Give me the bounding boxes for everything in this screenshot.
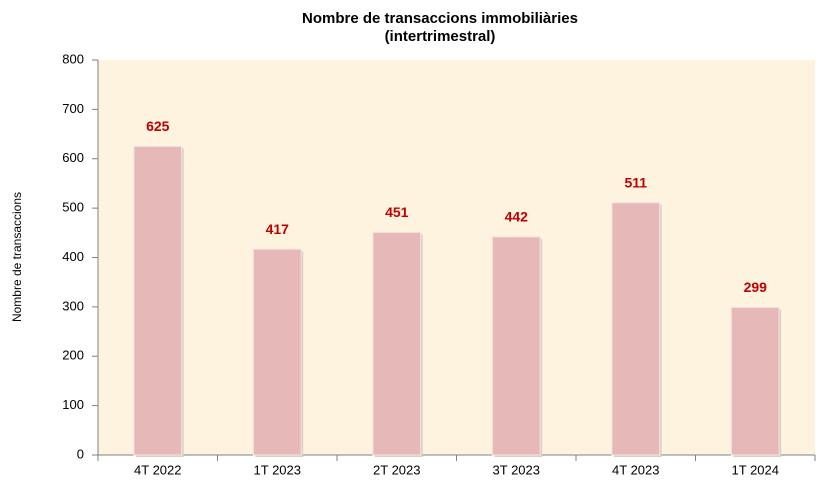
bar bbox=[611, 202, 661, 456]
value-label: 417 bbox=[266, 221, 290, 237]
value-label: 451 bbox=[385, 204, 409, 220]
chart-subtitle: (intertrimestral) bbox=[385, 28, 496, 45]
plot-area bbox=[98, 60, 815, 455]
bar bbox=[372, 231, 422, 456]
y-tick-label: 800 bbox=[62, 51, 84, 66]
bar bbox=[252, 248, 302, 456]
value-label: 511 bbox=[624, 174, 647, 190]
value-label: 442 bbox=[505, 208, 529, 224]
bar bbox=[133, 145, 183, 456]
y-tick-label: 0 bbox=[77, 446, 84, 461]
bar bbox=[730, 306, 780, 456]
y-tick-label: 400 bbox=[62, 249, 84, 264]
y-tick-label: 500 bbox=[62, 200, 84, 215]
chart-title: Nombre de transaccions immobiliàries bbox=[302, 10, 578, 27]
x-tick-label: 4T 2022 bbox=[134, 462, 181, 477]
y-tick-label: 300 bbox=[62, 298, 84, 313]
y-tick-label: 100 bbox=[62, 397, 84, 412]
y-axis-label: Nombre de transaccions bbox=[10, 192, 24, 322]
x-tick-label: 1T 2024 bbox=[732, 462, 779, 477]
x-tick-label: 3T 2023 bbox=[493, 462, 540, 477]
y-tick-label: 700 bbox=[62, 101, 84, 116]
value-label: 625 bbox=[146, 118, 170, 134]
value-label: 299 bbox=[744, 279, 768, 295]
x-tick-label: 4T 2023 bbox=[612, 462, 659, 477]
x-tick-label: 1T 2023 bbox=[254, 462, 301, 477]
bar bbox=[491, 236, 541, 456]
y-tick-label: 200 bbox=[62, 348, 84, 363]
y-tick-label: 600 bbox=[62, 150, 84, 165]
x-tick-label: 2T 2023 bbox=[373, 462, 420, 477]
